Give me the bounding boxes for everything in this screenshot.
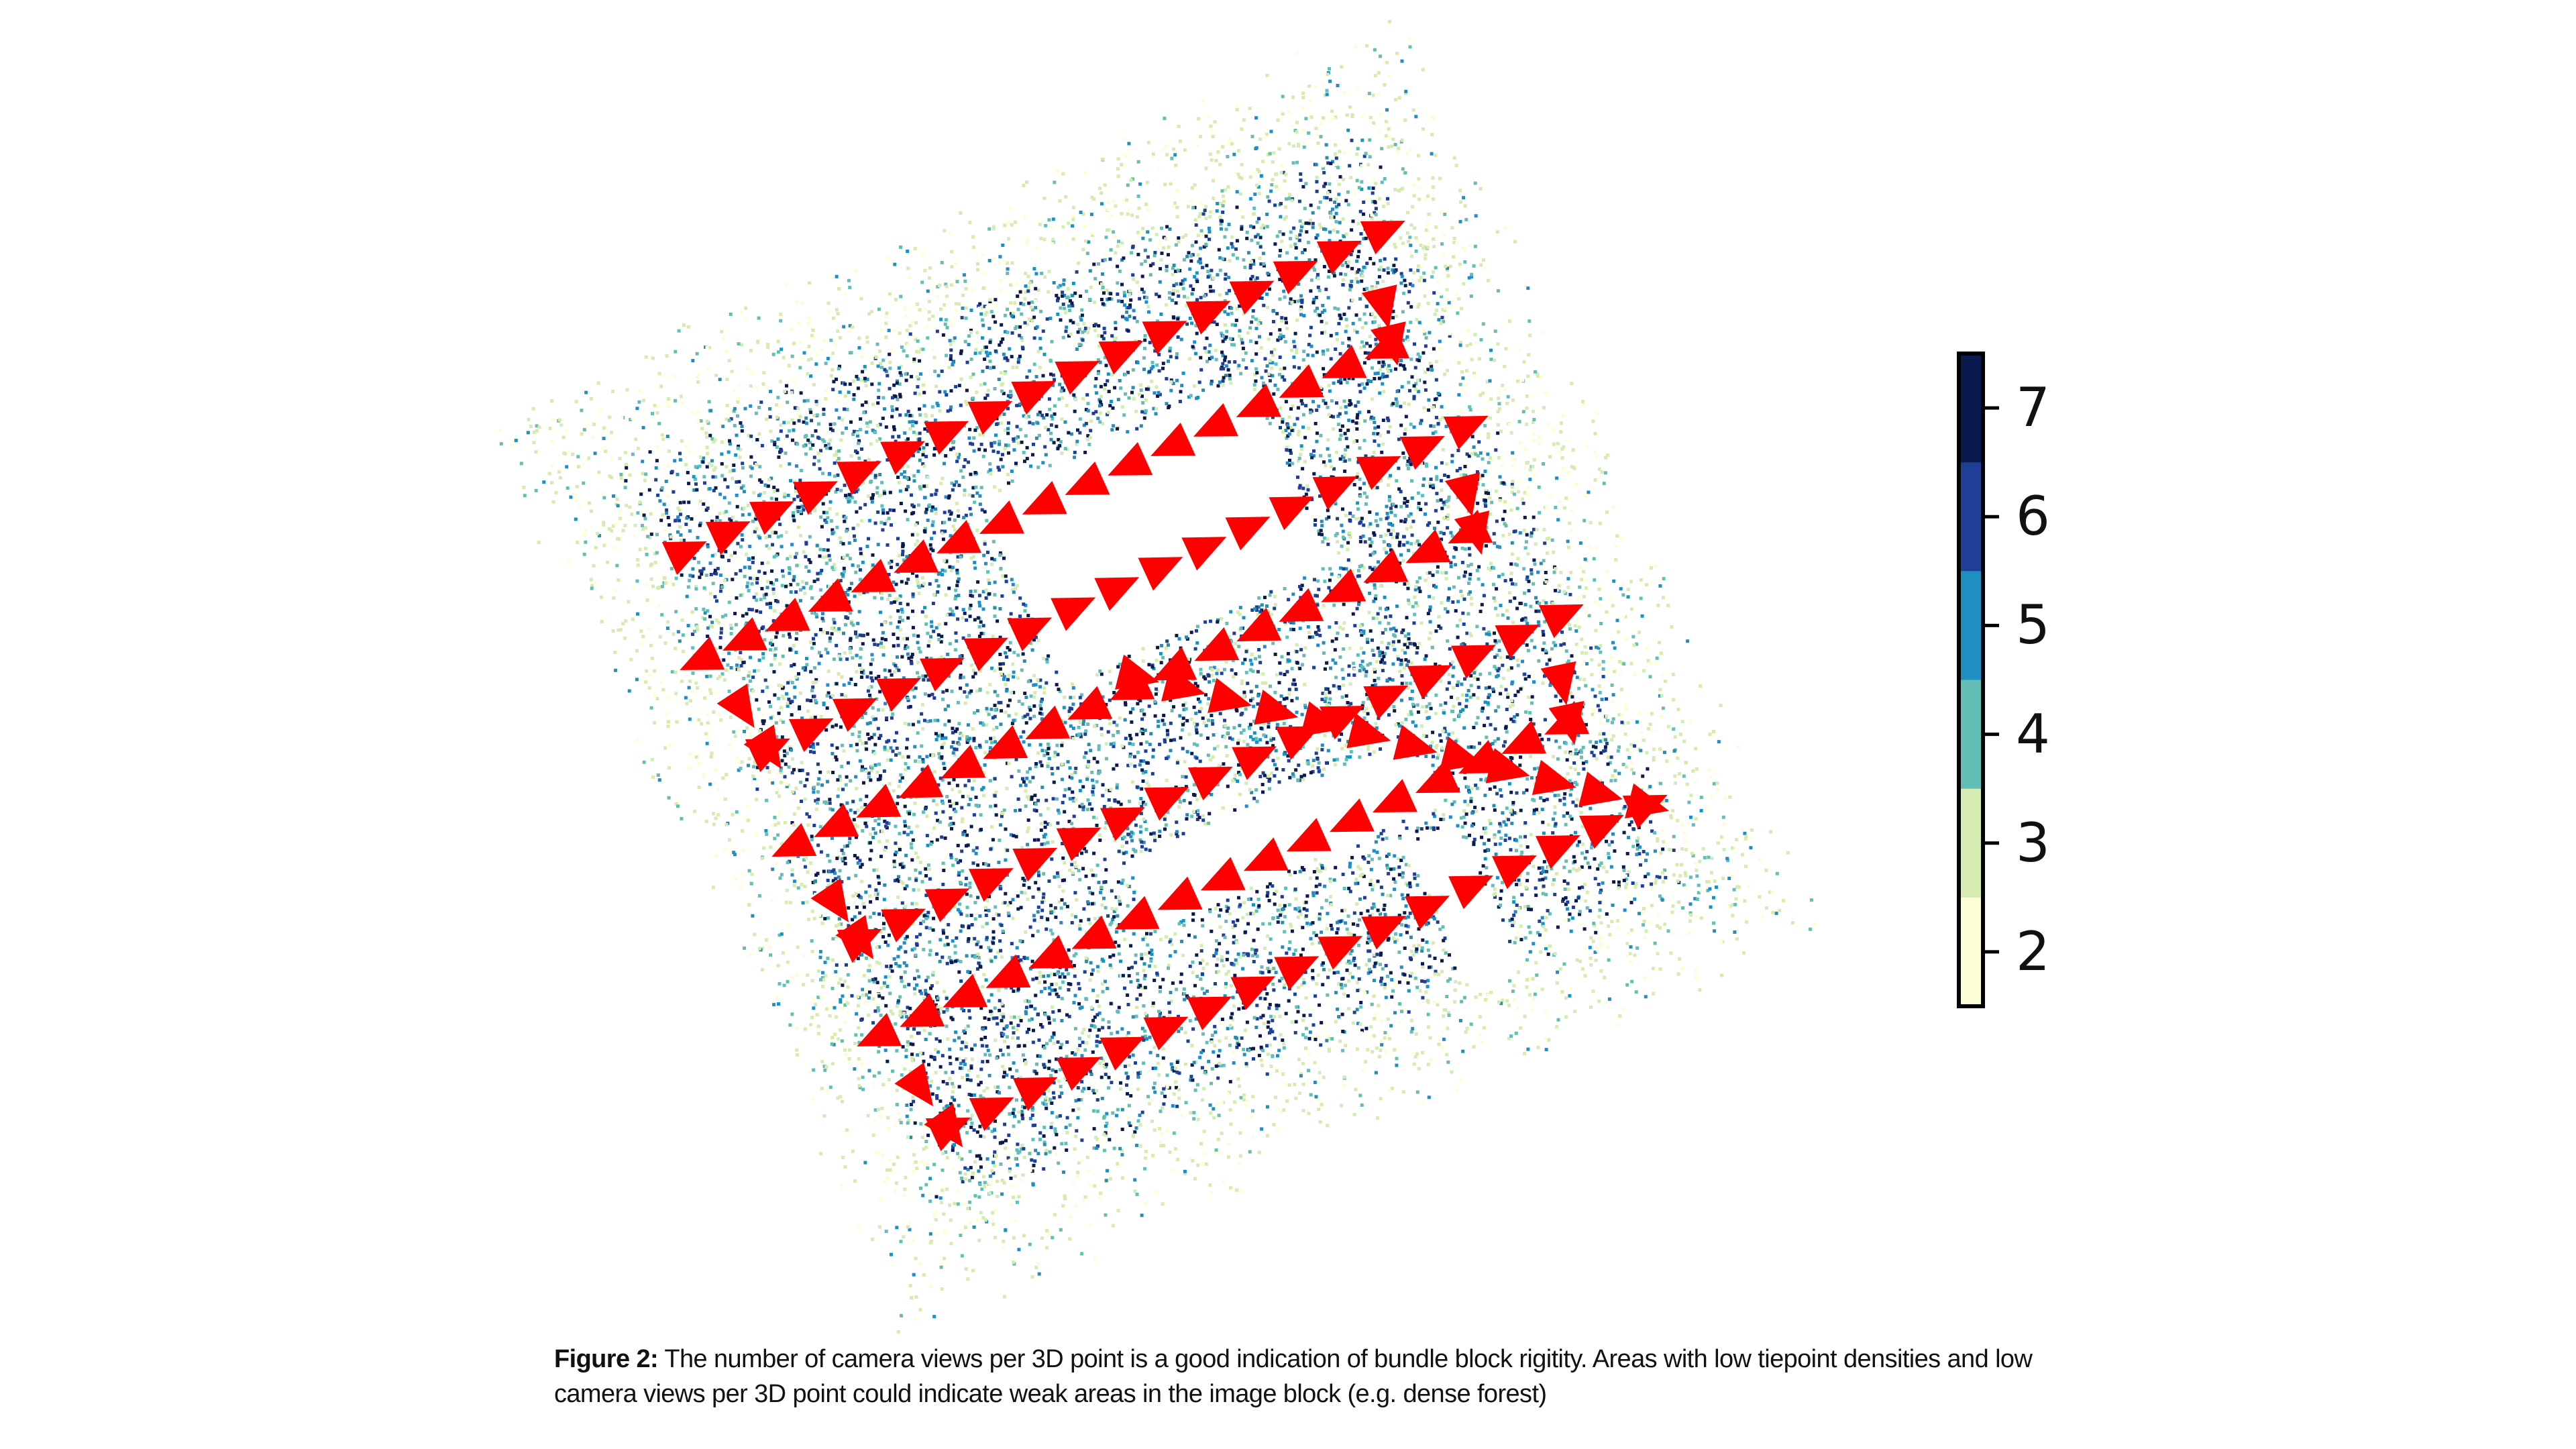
colorbar-tick-label: 6 [2016,485,2050,547]
colorbar-tick-label: 2 [2016,920,2050,983]
colorbar-tick-label: 3 [2016,812,2050,874]
camera-markers [661,221,1669,1152]
colorbar-tick-label: 4 [2016,703,2050,765]
caption-text: The number of camera views per 3D point … [554,1345,2033,1408]
colorbar-tick-label: 7 [2016,376,2050,439]
colorbar-tick-label: 5 [2016,594,2050,656]
caption-label: Figure 2: [554,1345,659,1373]
figure-caption: Figure 2: The number of camera views per… [554,1342,2097,1411]
colorbar [1957,352,1999,1008]
